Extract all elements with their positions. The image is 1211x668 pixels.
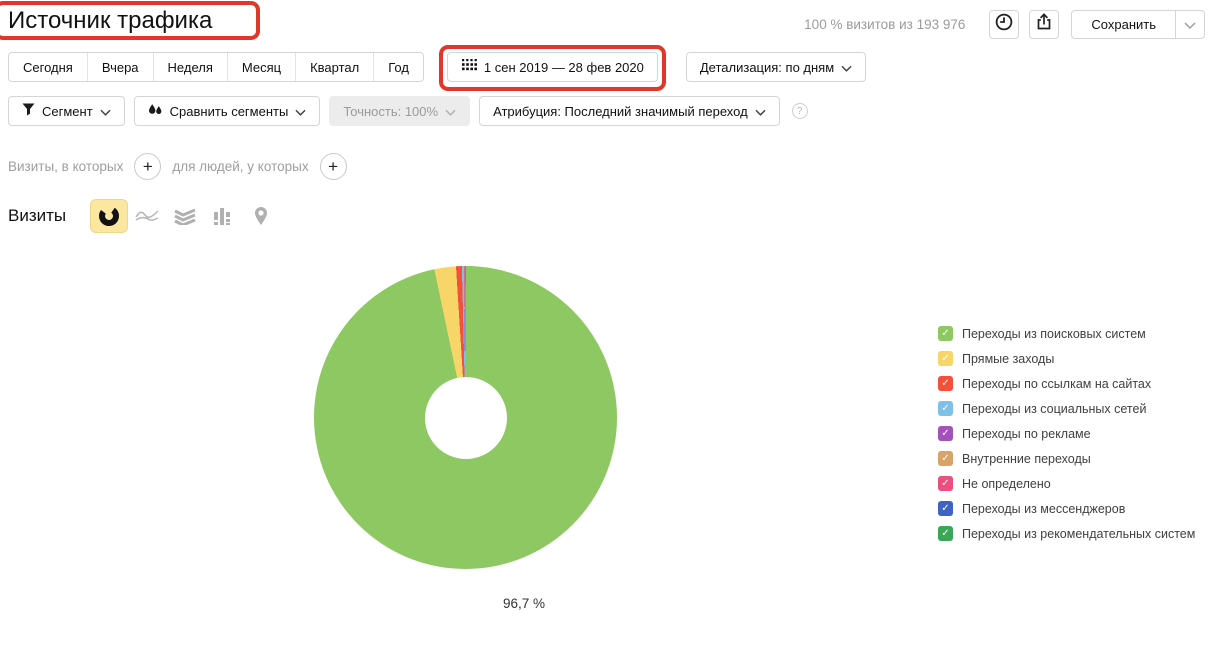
donut-chart[interactable] — [314, 266, 617, 569]
chevron-down-icon — [841, 60, 852, 75]
legend-checkbox-checked[interactable]: ✓ — [938, 426, 953, 441]
attribution-label: Атрибуция: Последний значимый переход — [493, 103, 748, 119]
funnel-icon — [22, 103, 35, 119]
legend-item-8[interactable]: ✓ Переходы из рекомендательных систем — [938, 521, 1195, 546]
export-icon — [1034, 12, 1054, 37]
metric-row: Визиты — [8, 199, 280, 233]
detalization-dropdown[interactable]: Детализация: по дням — [685, 52, 867, 82]
legend-label: Переходы из поисковых систем — [962, 326, 1146, 341]
history-button[interactable] — [989, 10, 1020, 39]
chart-type-button[interactable] — [204, 199, 242, 233]
legend-label: Переходы из рекомендательных систем — [962, 526, 1196, 541]
add-visit-filter-button[interactable]: + — [134, 153, 162, 180]
save-button-group: Сохранить — [1071, 10, 1205, 39]
legend-label: Переходы по рекламе — [962, 426, 1091, 441]
period-tab-2[interactable]: Неделя — [154, 53, 228, 81]
legend-label: Переходы по ссылкам на сайтах — [962, 376, 1152, 391]
legend-checkbox-checked[interactable]: ✓ — [938, 326, 953, 341]
legend-item-7[interactable]: ✓ Переходы из мессенджеров — [938, 496, 1195, 521]
legend-item-1[interactable]: ✓ Прямые заходы — [938, 346, 1195, 371]
compare-segments-label: Сравнить сегменты — [169, 103, 289, 119]
visits-sample-info: 100 % визитов из 193 976 — [804, 17, 966, 32]
legend-checkbox-checked[interactable]: ✓ — [938, 476, 953, 491]
chevron-down-icon — [755, 104, 766, 119]
segment-dropdown[interactable]: Сегмент — [8, 96, 125, 126]
legend-label: Переходы из социальных сетей — [962, 401, 1147, 416]
period-tab-3[interactable]: Месяц — [228, 53, 297, 81]
legend-item-5[interactable]: ✓ Внутренние переходы — [938, 446, 1195, 471]
save-dropdown-toggle[interactable] — [1175, 11, 1204, 38]
chart-type-switcher — [90, 199, 280, 233]
chart-type-button[interactable] — [166, 199, 204, 233]
accuracy-label: Точность: 100% — [343, 103, 439, 119]
clock-icon — [994, 12, 1014, 37]
legend-label: Прямые заходы — [962, 351, 1055, 366]
add-people-filter-button[interactable]: + — [319, 153, 347, 180]
visits-condition-label: Визиты, в которых — [8, 159, 124, 174]
export-button[interactable] — [1029, 10, 1060, 39]
chevron-down-icon — [445, 104, 456, 119]
page-title: Источник трафика — [8, 7, 213, 34]
legend-checkbox-checked[interactable]: ✓ — [938, 451, 953, 466]
segment-toolbar: Сегмент Сравнить сегменты Точность: 100%… — [8, 96, 808, 126]
chart-type-button[interactable] — [242, 199, 280, 233]
legend-checkbox-checked[interactable]: ✓ — [938, 351, 953, 366]
chevron-down-icon — [100, 104, 111, 119]
donut-percent-label: 96,7 % — [503, 596, 546, 611]
legend-item-2[interactable]: ✓ Переходы по ссылкам на сайтах — [938, 371, 1195, 396]
chevron-down-icon — [1184, 16, 1196, 34]
legend-label: Переходы из мессенджеров — [962, 501, 1126, 516]
line-chart-icon — [135, 207, 159, 225]
donut-hole — [424, 376, 507, 459]
chart-legend: ✓ Переходы из поисковых систем ✓ Прямые зах… — [938, 321, 1195, 546]
period-tab-group: Сегодня Вчера Неделя Месяц Квартал Год — [8, 52, 424, 82]
header-actions: 100 % визитов из 193 976 Сохранить — [804, 10, 1205, 39]
chart-type-button[interactable] — [90, 199, 129, 233]
segment-label: Сегмент — [42, 103, 93, 119]
legend-checkbox-checked[interactable]: ✓ — [938, 376, 953, 391]
map-pin-icon — [253, 206, 269, 226]
legend-checkbox-checked[interactable]: ✓ — [938, 501, 953, 516]
filter-builder-row: Визиты, в которых + для людей, у которых… — [8, 153, 358, 180]
drops-icon — [148, 103, 163, 120]
help-icon[interactable]: ? — [791, 103, 808, 119]
chart-type-button[interactable] — [128, 199, 166, 233]
accuracy-dropdown[interactable]: Точность: 100% — [329, 96, 471, 126]
period-tab-5[interactable]: Год — [388, 59, 409, 75]
people-condition-label: для людей, у которых — [172, 159, 309, 174]
calendar-grid-icon — [461, 59, 477, 75]
stacked-area-icon — [174, 207, 196, 225]
period-tab-4[interactable]: Квартал — [296, 53, 375, 81]
period-toolbar: Сегодня Вчера Неделя Месяц Квартал Год 1 сен … — [8, 45, 867, 91]
legend-item-6[interactable]: ✓ Не определено — [938, 471, 1195, 496]
legend-checkbox-checked[interactable]: ✓ — [938, 526, 953, 541]
bar-chart-icon — [213, 207, 233, 225]
period-tab-0[interactable]: Сегодня — [9, 53, 88, 81]
detalization-label: Детализация: по дням — [699, 59, 835, 75]
attribution-dropdown[interactable]: Атрибуция: Последний значимый переход — [479, 96, 780, 126]
donut-chart-icon — [98, 205, 120, 227]
date-range-button[interactable]: 1 сен 2019 — 28 фев 2020 — [446, 52, 658, 82]
legend-item-3[interactable]: ✓ Переходы из социальных сетей — [938, 396, 1195, 421]
legend-label: Внутренние переходы — [962, 451, 1091, 466]
chevron-down-icon — [295, 104, 306, 119]
legend-checkbox-checked[interactable]: ✓ — [938, 401, 953, 416]
legend-label: Не определено — [962, 476, 1051, 491]
period-tab-1[interactable]: Вчера — [88, 53, 154, 81]
date-range-label: 1 сен 2019 — 28 фев 2020 — [483, 59, 644, 75]
metric-label: Визиты — [8, 206, 67, 225]
compare-segments-dropdown[interactable]: Сравнить сегменты — [133, 96, 321, 126]
save-button[interactable]: Сохранить — [1091, 17, 1156, 32]
date-range-wrap: 1 сен 2019 — 28 фев 2020 — [438, 45, 666, 91]
legend-item-0[interactable]: ✓ Переходы из поисковых систем — [938, 321, 1195, 346]
legend-item-4[interactable]: ✓ Переходы по рекламе — [938, 421, 1195, 446]
